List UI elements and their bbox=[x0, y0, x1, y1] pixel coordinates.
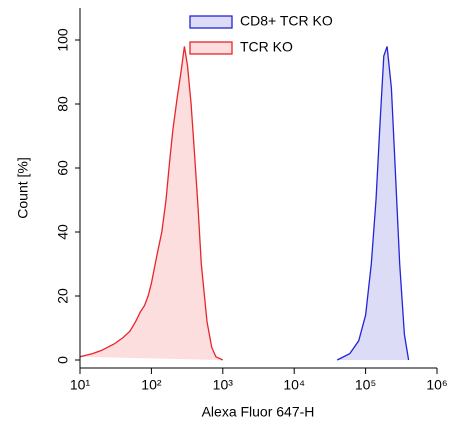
legend-label: TCR KO bbox=[240, 39, 293, 55]
legend-label: CD8+ TCR KO bbox=[240, 13, 333, 29]
y-tick-label: 40 bbox=[55, 224, 71, 240]
y-tick-label: 60 bbox=[55, 160, 71, 176]
histogram-area bbox=[336, 46, 410, 361]
y-tick-label: 20 bbox=[55, 288, 71, 304]
legend-swatch bbox=[189, 15, 233, 29]
histogram-area bbox=[79, 46, 224, 361]
x-tick-label: 10² bbox=[141, 377, 162, 393]
x-tick-label: 10¹ bbox=[70, 377, 91, 393]
y-tick-label: 100 bbox=[55, 28, 71, 52]
x-axis-label: Alexa Fluor 647-H bbox=[202, 404, 315, 420]
x-tick-label: 10³ bbox=[213, 377, 234, 393]
x-tick-label: 10⁶ bbox=[426, 377, 447, 393]
y-tick-label: 80 bbox=[55, 96, 71, 112]
y-tick-label: 0 bbox=[55, 356, 71, 364]
x-tick-label: 10⁵ bbox=[355, 377, 376, 393]
x-tick-label: 10⁴ bbox=[283, 377, 305, 393]
y-axis-label: Count [%] bbox=[15, 157, 31, 218]
legend-swatch bbox=[189, 41, 233, 55]
